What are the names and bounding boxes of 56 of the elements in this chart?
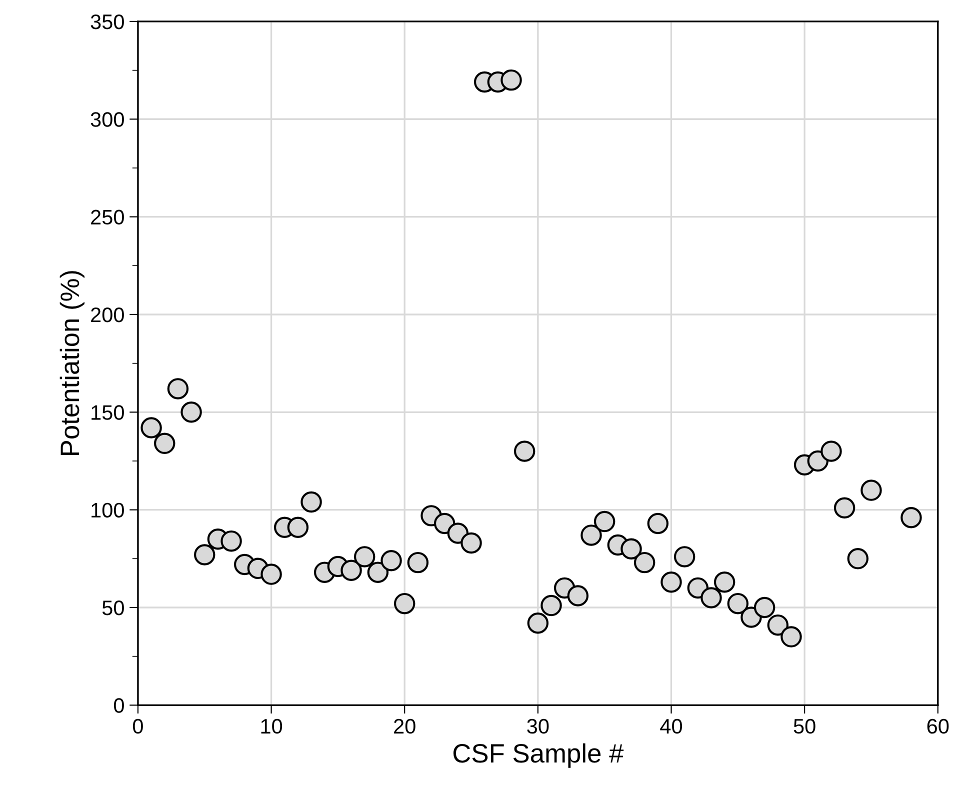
y-tick-label: 0 — [114, 698, 124, 713]
point — [167, 378, 189, 400]
point — [540, 594, 562, 616]
point — [674, 546, 696, 568]
y-tick-label: 200 — [91, 307, 124, 322]
point — [527, 612, 549, 634]
x-tick-label: 0 — [132, 718, 143, 734]
y-tick-label: 150 — [92, 405, 124, 420]
point — [260, 564, 282, 585]
point — [354, 546, 376, 568]
point — [500, 69, 522, 91]
y-axis-title: Potentiation (%) — [60, 271, 84, 456]
point — [407, 552, 429, 574]
x-tick-label: 60 — [927, 718, 949, 734]
point — [754, 596, 776, 618]
y-tick-label: 50 — [102, 600, 124, 616]
point — [834, 497, 856, 518]
point — [380, 550, 402, 572]
point — [620, 538, 642, 560]
point — [900, 507, 922, 528]
x-tick-label: 30 — [527, 718, 549, 734]
point — [300, 491, 322, 513]
x-tick-label: 50 — [794, 718, 816, 734]
point — [714, 571, 736, 593]
point — [514, 440, 536, 462]
point — [367, 562, 389, 583]
point — [767, 614, 789, 636]
point — [727, 592, 749, 614]
point — [780, 626, 802, 648]
point — [700, 587, 722, 608]
point — [634, 552, 656, 574]
point — [567, 585, 589, 606]
point — [154, 432, 176, 454]
point — [194, 544, 216, 566]
point — [287, 516, 309, 538]
point — [660, 571, 682, 593]
point — [140, 417, 162, 438]
y-tick-label: 100 — [92, 502, 124, 518]
point — [820, 440, 842, 462]
y-tick-label: 300 — [90, 112, 124, 127]
y-tick-label: 250 — [91, 210, 124, 225]
point — [460, 532, 482, 554]
point — [180, 402, 202, 423]
point — [394, 592, 416, 614]
x-axis-title: CSF Sample # — [453, 743, 624, 768]
point — [847, 548, 869, 570]
x-tick-label: 40 — [660, 718, 682, 734]
y-tick-label: 350 — [90, 14, 124, 30]
point — [580, 524, 602, 546]
point — [594, 510, 616, 532]
point — [860, 480, 882, 501]
point — [340, 560, 362, 581]
x-tick-label: 20 — [394, 718, 416, 734]
point — [220, 530, 242, 552]
point — [647, 512, 669, 534]
x-tick-label: 10 — [261, 718, 282, 734]
